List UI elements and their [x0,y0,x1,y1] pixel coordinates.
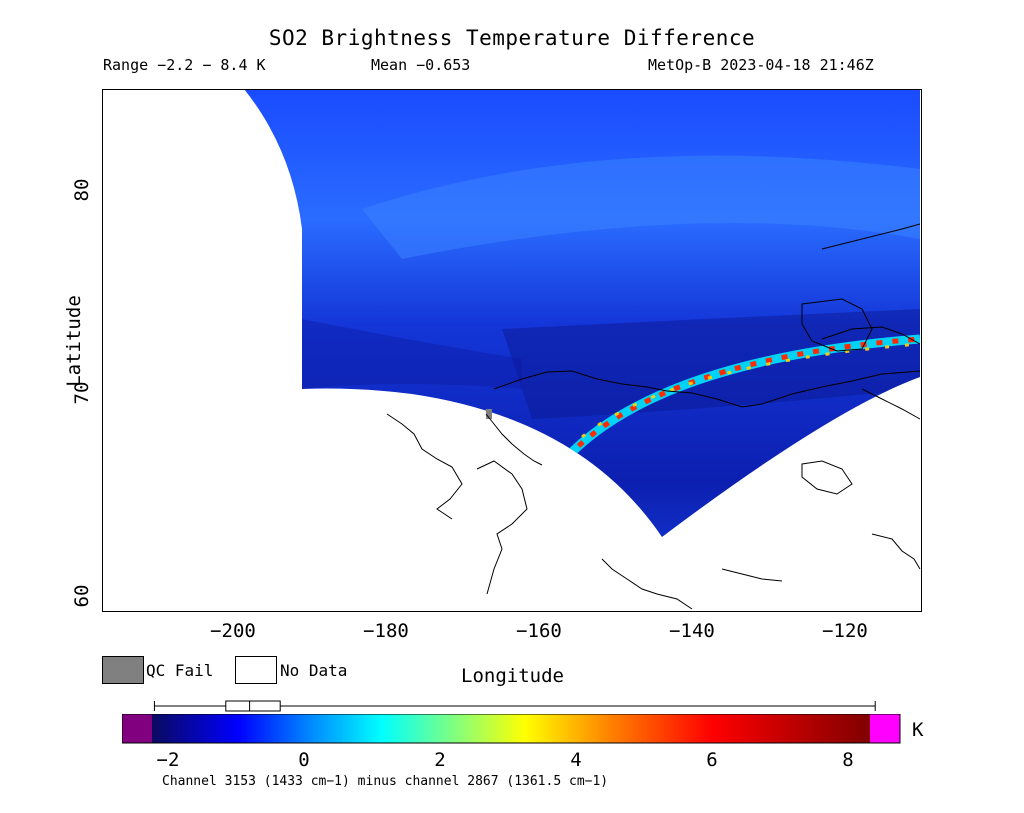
qc-fail-swatch [102,656,144,684]
boxplot-box [225,700,281,712]
plot-frame [102,89,922,612]
so2-plume-core [565,336,920,459]
x-tick-label: −140 [669,620,715,642]
colorbar-overflow [870,714,900,743]
channel-footnote: Channel 3153 (1433 cm−1) minus channel 2… [162,774,609,789]
colorbar-unit: K [912,719,924,741]
colorbar-tick-label: 0 [298,749,310,771]
distribution-boxplot [153,700,876,712]
y-tick-label: 60 [71,584,93,608]
colorbar-tick-label: 6 [706,749,718,771]
x-tick-label: −160 [516,620,562,642]
coastlines [386,223,921,610]
x-axis-label: Longitude [461,665,564,687]
no-data-swatch [235,656,277,684]
colorbar-gradient [152,714,870,743]
map-title: SO2 Brightness Temperature Difference [268,26,756,50]
y-axis-label: Latitude [62,295,85,387]
qc-fail-pixel [486,409,492,419]
no-data-label: No Data [280,661,348,680]
colorbar-underflow [122,714,152,743]
colorbar-tick-label: 2 [434,749,446,771]
x-tick-label: −200 [210,620,256,642]
colorbar [122,714,901,744]
x-tick-label: −180 [363,620,409,642]
colorbar-tick-label: 8 [842,749,854,771]
colorbar-tick-label: −2 [156,749,180,771]
colorbar-tick-label: 4 [570,749,582,771]
mean-text: Mean −0.653 [371,56,471,74]
x-tick-label: −120 [822,620,868,642]
so2-map-plot [244,89,921,610]
y-tick-label: 80 [71,178,93,202]
range-text: Range −2.2 − 8.4 K [103,56,266,74]
qc-fail-label: QC Fail [146,661,214,680]
satellite-time-text: MetOp-B 2023-04-18 21:46Z [648,56,874,74]
